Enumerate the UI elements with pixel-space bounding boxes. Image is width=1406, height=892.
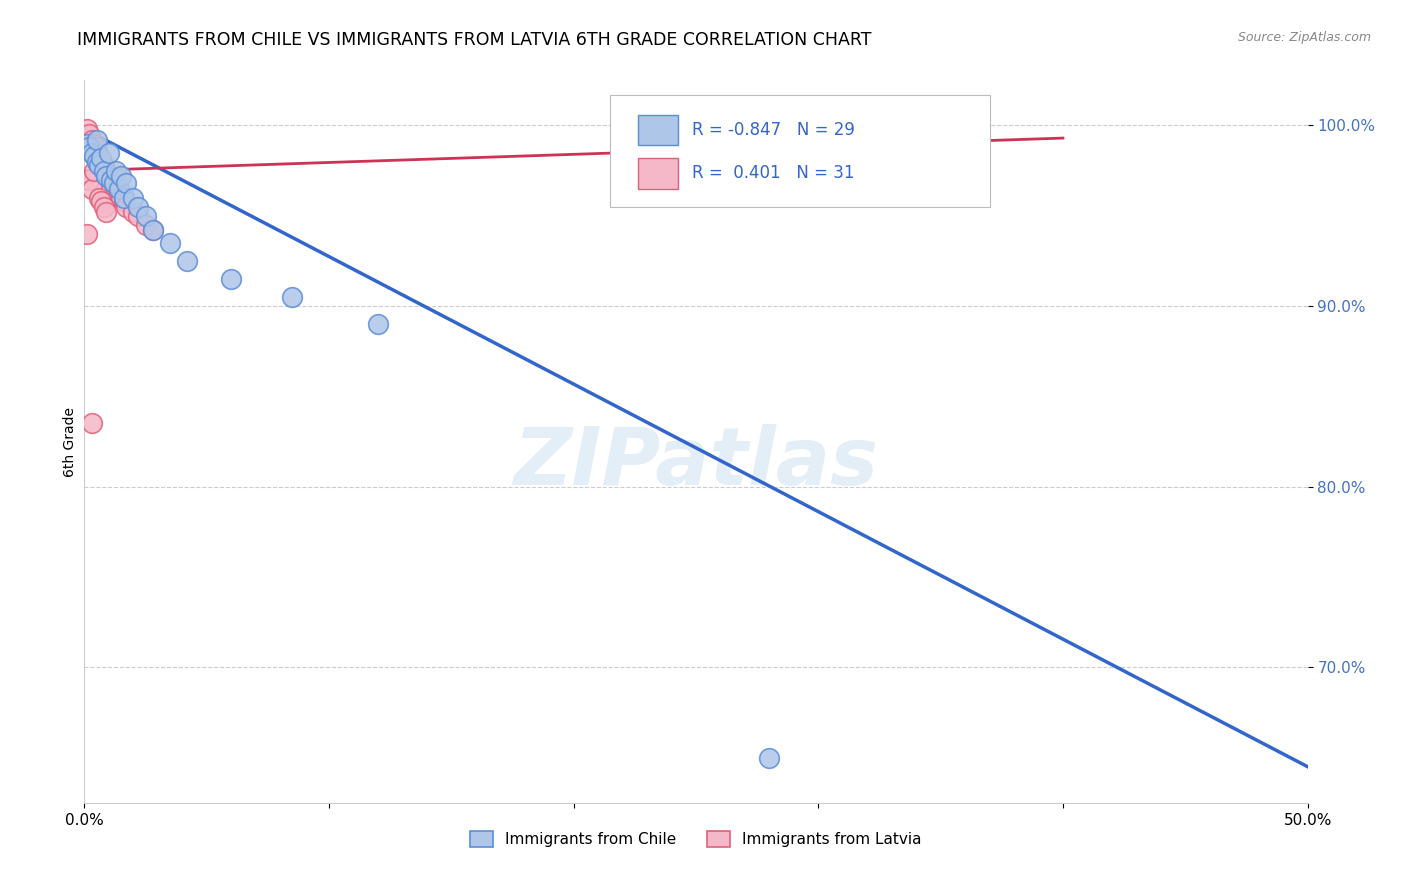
Point [87,158,110,172]
Text: Source: ZipAtlas.com: Source: ZipAtlas.com [1237,31,1371,45]
Point [110,191,132,205]
Point [112,191,135,205]
Point [97,145,120,160]
Point [105,181,128,195]
Point [127,209,149,223]
Point [107,187,129,202]
Point [96,205,118,219]
Point [93,200,115,214]
Point [80,181,103,195]
Point [103,176,125,190]
Point [281,290,304,304]
Point [80,133,103,147]
Point [83,149,105,163]
Point [135,218,157,232]
Point [122,191,145,205]
Text: R =  0.401   N = 31: R = 0.401 N = 31 [692,164,855,183]
Point [76,227,98,241]
Point [86,140,108,154]
Point [80,417,103,431]
Point [100,172,122,186]
Point [76,122,98,136]
Point [159,235,181,250]
Point [87,191,110,205]
Point [103,176,125,190]
Point [758,750,780,764]
Point [115,176,138,190]
Point [142,223,165,237]
Point [112,194,135,209]
Point [90,151,112,165]
Point [87,151,110,165]
FancyBboxPatch shape [638,158,678,189]
Point [77,128,100,142]
Point [135,209,157,223]
Point [93,158,115,172]
Point [122,205,145,219]
Text: ZIPatlas: ZIPatlas [513,425,879,502]
Point [80,145,103,160]
Text: IMMIGRANTS FROM CHILE VS IMMIGRANTS FROM LATVIA 6TH GRADE CORRELATION CHART: IMMIGRANTS FROM CHILE VS IMMIGRANTS FROM… [77,31,872,49]
Point [105,163,128,178]
Point [100,172,122,186]
Point [83,136,105,151]
Point [86,154,108,169]
Point [115,200,138,214]
FancyBboxPatch shape [638,115,678,145]
Point [96,163,118,178]
Point [856,136,879,151]
FancyBboxPatch shape [610,95,990,207]
Point [77,172,100,186]
Text: R = -0.847   N = 29: R = -0.847 N = 29 [692,121,855,139]
Y-axis label: 6th Grade: 6th Grade [63,407,77,476]
Point [142,223,165,237]
Point [219,272,242,286]
Point [93,163,115,178]
Point [96,169,118,183]
Point [110,169,132,183]
Point [83,163,105,178]
Point [176,253,198,268]
Point [86,133,108,147]
Point [77,140,100,154]
Point [90,154,112,169]
Legend: Immigrants from Chile, Immigrants from Latvia: Immigrants from Chile, Immigrants from L… [464,825,928,853]
Point [86,145,108,160]
Point [90,194,112,209]
Point [127,200,149,214]
Point [76,136,98,151]
Point [97,169,120,183]
Point [107,181,129,195]
Point [367,317,389,331]
